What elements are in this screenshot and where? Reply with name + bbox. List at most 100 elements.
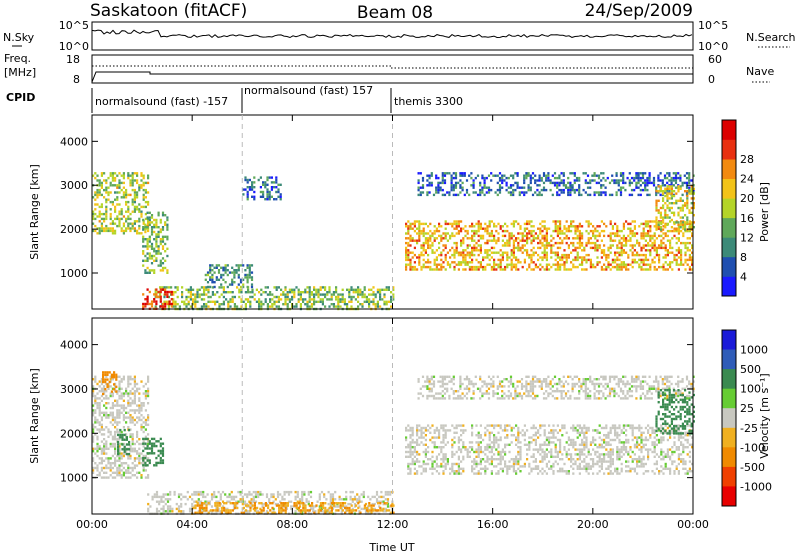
velocity-cell bbox=[290, 491, 292, 493]
power-cell bbox=[123, 187, 125, 189]
power-cell bbox=[502, 244, 504, 246]
velocity-cell bbox=[302, 504, 304, 506]
power-cell bbox=[287, 298, 289, 300]
power-cell bbox=[164, 305, 166, 307]
velocity-cell bbox=[134, 392, 136, 394]
power-cell bbox=[475, 266, 477, 268]
velocity-cell bbox=[249, 507, 251, 509]
velocity-cell bbox=[484, 472, 486, 474]
power-cell bbox=[440, 237, 442, 239]
power-cell bbox=[348, 291, 350, 293]
power-cell bbox=[473, 244, 475, 246]
power-cell bbox=[416, 232, 418, 234]
power-cell bbox=[634, 232, 636, 234]
velocity-cell bbox=[407, 468, 409, 470]
power-cell bbox=[471, 230, 473, 232]
velocity-cell bbox=[306, 498, 308, 500]
velocity-cell bbox=[107, 467, 109, 469]
velocity-cell bbox=[464, 446, 466, 448]
power-cell bbox=[412, 240, 414, 242]
power-cell bbox=[654, 261, 656, 263]
power-cell bbox=[462, 237, 464, 239]
velocity-cell bbox=[162, 443, 164, 445]
velocity-cell bbox=[386, 502, 388, 504]
velocity-cell bbox=[187, 498, 189, 500]
power-cell bbox=[684, 268, 686, 270]
velocity-cell bbox=[169, 498, 171, 500]
power-cell bbox=[227, 303, 229, 305]
power-cell bbox=[425, 237, 427, 239]
velocity-cell bbox=[140, 424, 142, 426]
power-cell bbox=[662, 216, 664, 218]
power-cell bbox=[625, 244, 627, 246]
power-cell bbox=[147, 260, 149, 262]
power-cell bbox=[658, 212, 660, 214]
power-cell bbox=[99, 179, 101, 181]
power-cell bbox=[583, 247, 585, 249]
power-cell bbox=[682, 224, 684, 226]
velocity-cell bbox=[431, 460, 433, 462]
power-cell bbox=[592, 232, 594, 234]
velocity-cell bbox=[442, 460, 444, 462]
velocity-cell bbox=[136, 431, 138, 433]
power-cell bbox=[440, 189, 442, 191]
velocity-cell bbox=[101, 412, 103, 414]
power-cell bbox=[386, 286, 388, 288]
power-cell bbox=[616, 244, 618, 246]
power-cell bbox=[151, 243, 153, 245]
velocity-cell bbox=[160, 501, 162, 503]
power-cell bbox=[372, 291, 374, 293]
velocity-cell bbox=[473, 463, 475, 465]
velocity-cell bbox=[216, 507, 218, 509]
velocity-cell bbox=[460, 451, 462, 453]
power-cell bbox=[96, 196, 98, 198]
power-cell bbox=[160, 219, 162, 221]
velocity-cell bbox=[290, 505, 292, 507]
power-cell bbox=[517, 184, 519, 186]
power-cell bbox=[618, 182, 620, 184]
velocity-cell bbox=[109, 371, 111, 373]
velocity-cell bbox=[340, 504, 342, 506]
velocity-cell bbox=[162, 455, 164, 457]
power-cell bbox=[471, 249, 473, 251]
power-cell bbox=[185, 289, 187, 291]
power-cell bbox=[166, 286, 168, 288]
velocity-cell bbox=[156, 496, 158, 498]
power-cell bbox=[455, 177, 457, 179]
power-cell bbox=[383, 301, 385, 303]
power-cell bbox=[342, 296, 344, 298]
velocity-cell bbox=[147, 433, 149, 435]
power-cell bbox=[587, 182, 589, 184]
power-cell bbox=[665, 268, 667, 270]
power-cell bbox=[218, 269, 220, 271]
power-cell bbox=[566, 261, 568, 263]
power-cell bbox=[357, 289, 359, 291]
power-cell bbox=[164, 260, 166, 262]
power-cell bbox=[568, 256, 570, 258]
power-cell bbox=[526, 223, 528, 225]
power-cell bbox=[688, 182, 690, 184]
velocity-cell bbox=[115, 386, 117, 388]
power-cell bbox=[559, 230, 561, 232]
velocity-cell bbox=[460, 424, 462, 426]
velocity-cell bbox=[163, 496, 165, 498]
velocity-cell bbox=[127, 380, 129, 382]
power-cell bbox=[548, 242, 550, 244]
power-cell bbox=[121, 227, 123, 229]
power-cell bbox=[170, 286, 172, 288]
power-cell bbox=[244, 188, 246, 190]
power-cell bbox=[309, 286, 311, 288]
velocity-cell bbox=[163, 505, 165, 507]
power-cell bbox=[300, 303, 302, 305]
power-cell bbox=[136, 220, 138, 222]
power-cell bbox=[287, 305, 289, 307]
power-cell bbox=[205, 293, 207, 295]
power-cell bbox=[256, 289, 258, 291]
power-cell bbox=[469, 266, 471, 268]
velocity-cell bbox=[311, 502, 313, 504]
velocity-cell bbox=[160, 508, 162, 510]
power-cell bbox=[460, 261, 462, 263]
velocity-cell bbox=[94, 402, 96, 404]
velocity-cell bbox=[126, 453, 128, 455]
